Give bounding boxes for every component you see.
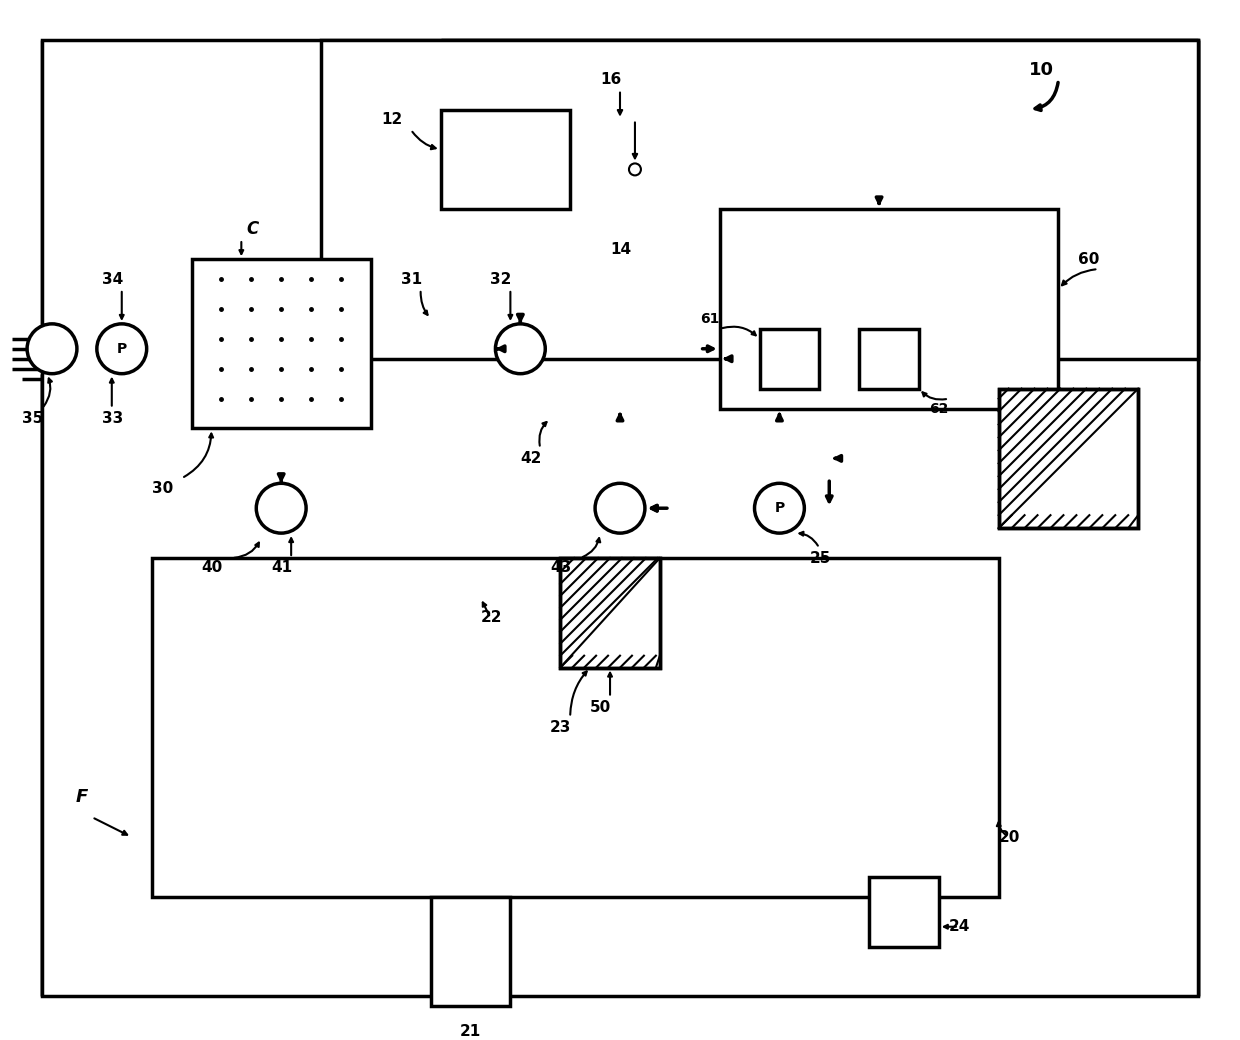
Text: F: F (76, 788, 88, 806)
FancyArrowPatch shape (723, 327, 755, 335)
Bar (560, 558, 660, 668)
FancyArrowPatch shape (289, 539, 293, 555)
FancyArrowPatch shape (618, 93, 622, 114)
FancyArrowPatch shape (120, 292, 124, 318)
Bar (998, 389, 1138, 528)
Text: 40: 40 (201, 561, 223, 575)
FancyArrowPatch shape (43, 379, 52, 407)
Text: 30: 30 (151, 480, 172, 496)
FancyArrowPatch shape (1035, 82, 1058, 110)
Bar (760, 329, 820, 389)
Text: 14: 14 (610, 241, 631, 257)
Bar (859, 329, 919, 389)
Text: P: P (774, 501, 785, 515)
FancyArrowPatch shape (420, 292, 428, 315)
Bar (869, 877, 939, 946)
Bar (321, 40, 1198, 359)
Text: 61: 61 (699, 312, 719, 326)
Text: 62: 62 (929, 401, 949, 416)
FancyArrowPatch shape (184, 434, 213, 477)
Text: 12: 12 (381, 112, 402, 127)
Text: 10: 10 (1028, 60, 1054, 79)
Text: 31: 31 (401, 271, 422, 286)
Text: 33: 33 (102, 411, 123, 426)
Text: 21: 21 (460, 1023, 481, 1039)
Text: 22: 22 (480, 610, 502, 625)
FancyArrowPatch shape (608, 673, 613, 695)
FancyArrowPatch shape (539, 422, 547, 446)
Text: 35: 35 (22, 411, 43, 426)
Circle shape (754, 484, 805, 534)
Text: 41: 41 (272, 561, 293, 575)
FancyArrowPatch shape (997, 823, 1007, 835)
FancyArrowPatch shape (508, 292, 512, 318)
Bar (430, 896, 511, 1007)
FancyArrowPatch shape (570, 672, 587, 714)
Text: C: C (247, 220, 259, 238)
Text: 32: 32 (491, 271, 512, 286)
Circle shape (595, 484, 645, 534)
Bar (560, 558, 660, 668)
Text: 43: 43 (551, 561, 572, 575)
FancyArrowPatch shape (94, 818, 128, 835)
FancyArrowPatch shape (110, 379, 114, 406)
Bar (719, 209, 1059, 409)
Text: 20: 20 (998, 830, 1021, 844)
FancyArrowPatch shape (482, 602, 490, 616)
FancyArrowPatch shape (923, 392, 946, 399)
FancyArrowPatch shape (413, 132, 435, 150)
Text: 25: 25 (810, 550, 831, 566)
Text: 60: 60 (1079, 252, 1100, 266)
Bar (440, 109, 570, 209)
Text: 24: 24 (949, 919, 970, 934)
FancyArrowPatch shape (1061, 269, 1096, 285)
Circle shape (97, 323, 146, 373)
FancyArrowPatch shape (800, 531, 818, 546)
Bar (998, 389, 1138, 528)
Bar (191, 259, 371, 428)
Text: 23: 23 (551, 720, 572, 735)
Circle shape (496, 323, 546, 373)
Text: 16: 16 (600, 72, 621, 87)
Bar (151, 558, 998, 896)
Text: P: P (117, 342, 126, 356)
Circle shape (27, 323, 77, 373)
Circle shape (257, 484, 306, 534)
Circle shape (629, 163, 641, 176)
FancyArrowPatch shape (234, 543, 259, 557)
Text: 50: 50 (589, 700, 610, 716)
FancyArrowPatch shape (944, 925, 956, 929)
Text: 42: 42 (521, 451, 542, 466)
FancyArrowPatch shape (583, 538, 600, 557)
Text: 34: 34 (102, 271, 123, 286)
FancyArrowPatch shape (239, 242, 243, 254)
